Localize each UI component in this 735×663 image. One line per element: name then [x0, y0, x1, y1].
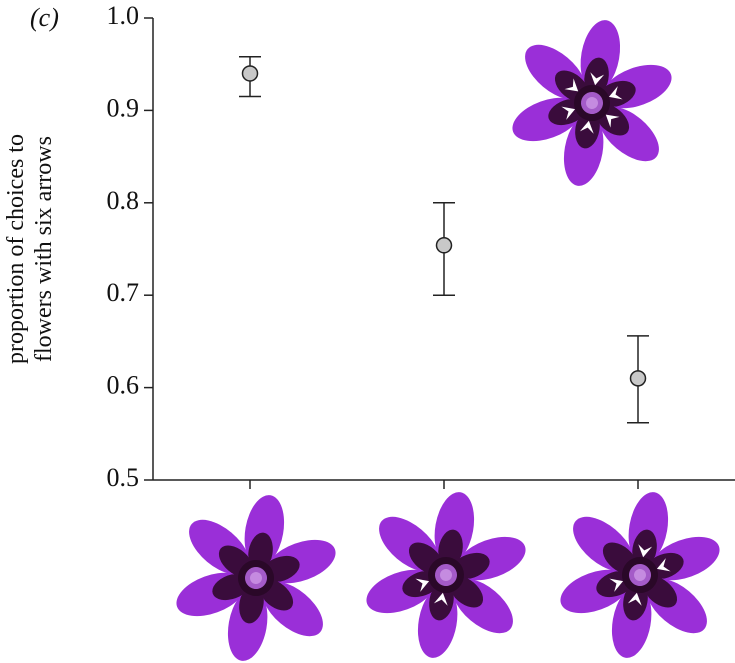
panel-label: (c) [30, 3, 59, 32]
y-tick-label: 0.6 [107, 371, 140, 400]
y-tick-label: 0.5 [107, 463, 140, 492]
y-tick-label: 0.9 [107, 93, 140, 122]
point [435, 237, 453, 254]
flower-middle [350, 478, 541, 663]
y-tick-label: 1.0 [107, 1, 140, 30]
y-axis-label-line: proportion of choices to [3, 134, 29, 364]
point [241, 65, 259, 82]
y-axis-label: proportion of choices toflowers with six… [3, 134, 57, 364]
flower-right [544, 478, 735, 663]
flower-top [496, 6, 687, 200]
y-tick-label: 0.8 [107, 186, 140, 215]
flower-left [160, 481, 351, 663]
y-axis-label-line: flowers with six arrows [31, 136, 57, 362]
point [629, 370, 647, 387]
y-tick-label: 0.7 [107, 278, 140, 307]
